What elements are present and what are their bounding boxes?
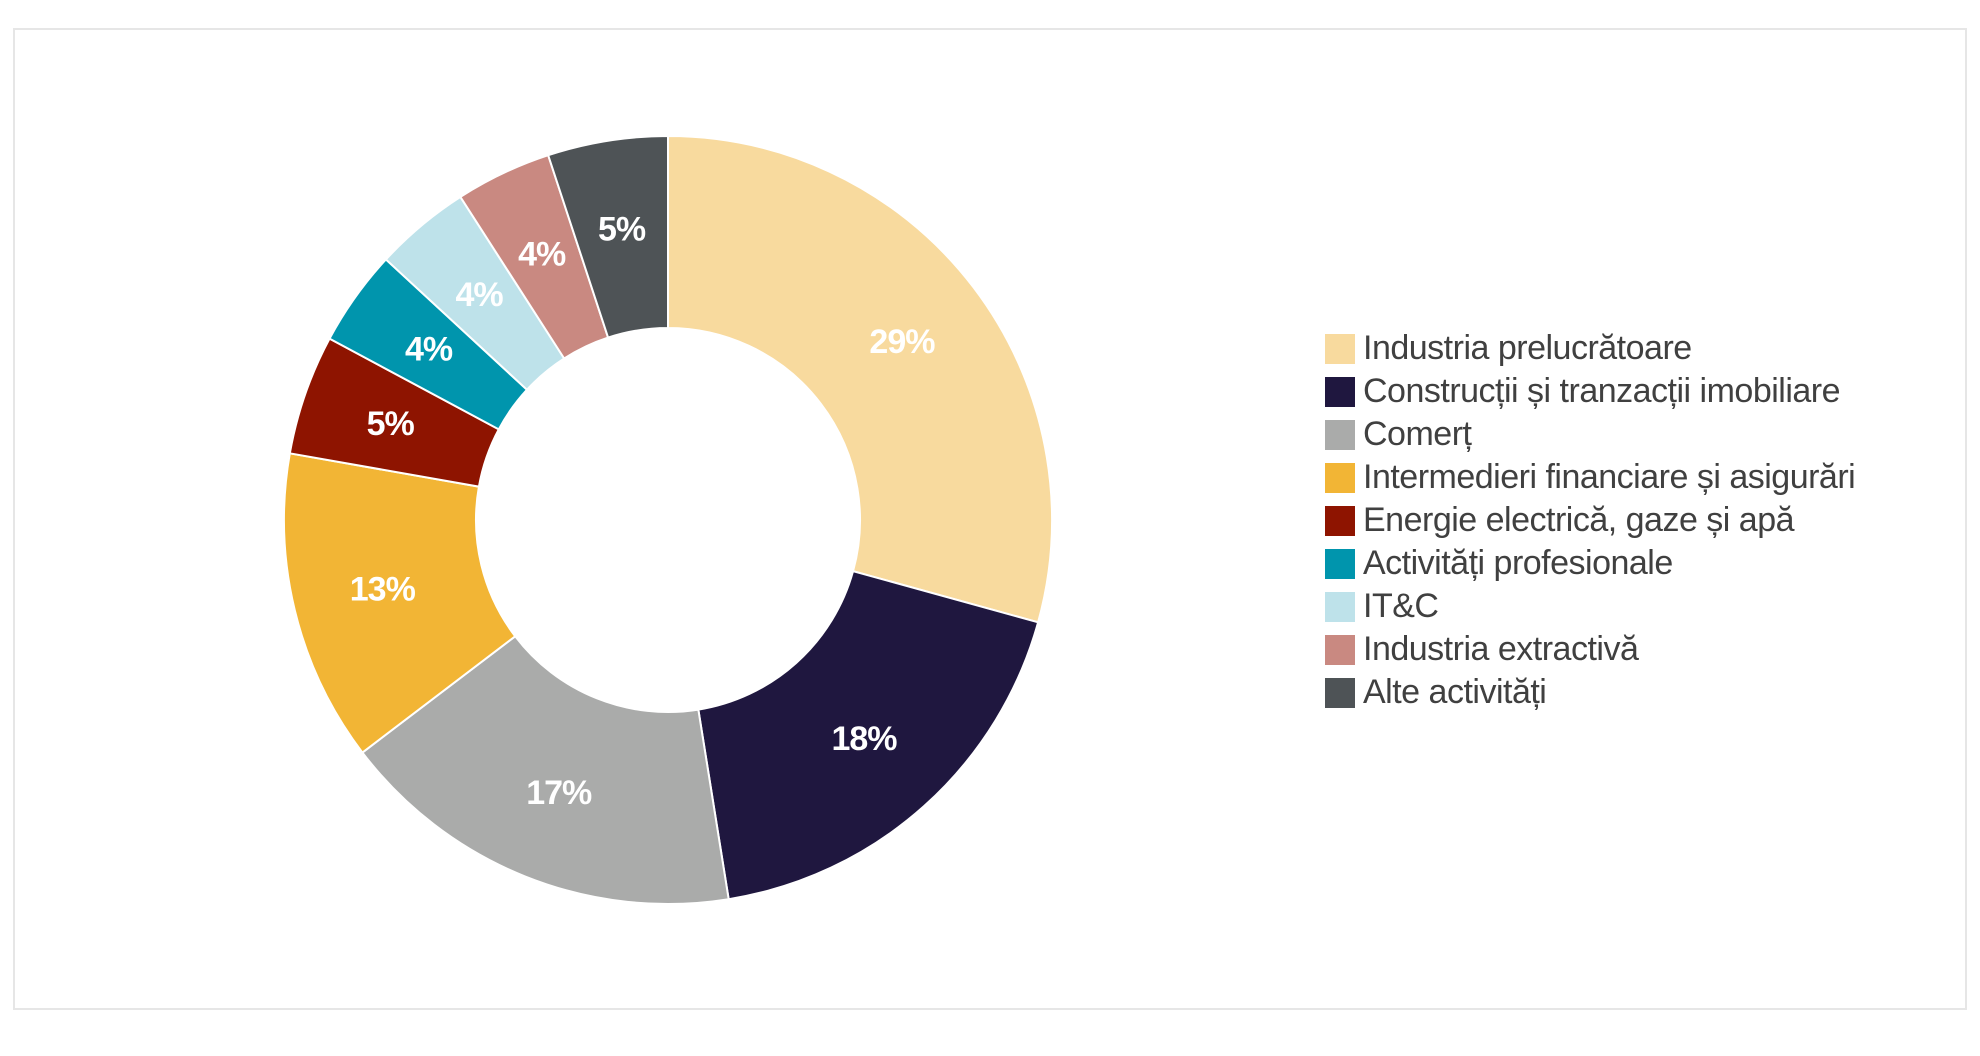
slice-value-label: 29%	[869, 323, 935, 361]
legend-label: Construcții și tranzacții imobiliare	[1363, 372, 1841, 410]
slice-value-label: 17%	[526, 774, 592, 812]
legend-swatch	[1325, 591, 1355, 622]
legend-item: Comerț	[1325, 413, 1855, 456]
legend-label: Comerț	[1363, 415, 1472, 453]
legend-label: Industria extractivă	[1363, 630, 1639, 668]
legend-swatch	[1325, 376, 1355, 407]
legend-item: Construcții și tranzacții imobiliare	[1325, 370, 1855, 413]
legend-swatch	[1325, 505, 1355, 536]
legend-swatch	[1325, 677, 1355, 708]
slice-value-label: 13%	[350, 570, 416, 608]
slice-value-label: 18%	[831, 720, 897, 758]
legend-swatch	[1325, 419, 1355, 450]
slice-labels-group: 29%18%17%13%5%4%4%4%5%	[350, 211, 936, 812]
legend-item: Alte activități	[1325, 671, 1855, 714]
legend-label: Energie electrică, gaze și apă	[1363, 501, 1795, 539]
donut-slice	[283, 452, 517, 754]
legend-item: Intermedieri financiare și asigurări	[1325, 456, 1856, 499]
legend-item: Energie electrică, gaze și apă	[1325, 499, 1855, 542]
legend-swatch	[1325, 333, 1355, 364]
slice-value-label: 5%	[367, 405, 415, 443]
legend-swatch	[1325, 634, 1355, 665]
donut-slice	[546, 134, 669, 339]
slice-value-label: 4%	[455, 276, 503, 314]
slice-value-label: 4%	[405, 330, 453, 368]
legend-label: Activități profesionale	[1363, 544, 1673, 582]
legend-swatch	[1325, 548, 1355, 579]
legend-swatch	[1325, 462, 1355, 493]
legend-label: Intermedieri financiare și asigurări	[1363, 458, 1856, 496]
legend-label: Industria prelucrătoare	[1363, 329, 1692, 367]
donut-slice	[697, 569, 1040, 901]
legend-item: Activități profesionale	[1325, 542, 1855, 585]
donut-slice	[667, 134, 1053, 624]
chart-legend: Industria prelucrătoare Construcții și tr…	[1325, 327, 1856, 714]
donut-slice	[361, 634, 730, 905]
legend-label: Alte activități	[1363, 673, 1547, 711]
legend-item: IT&C	[1325, 585, 1855, 628]
slices-group	[283, 134, 1053, 905]
slice-value-label: 4%	[518, 236, 566, 274]
slice-value-label: 5%	[598, 211, 646, 249]
legend-item: Industria extractivă	[1325, 628, 1855, 671]
legend-item: Industria prelucrătoare	[1325, 327, 1855, 370]
legend-label: IT&C	[1363, 587, 1439, 625]
